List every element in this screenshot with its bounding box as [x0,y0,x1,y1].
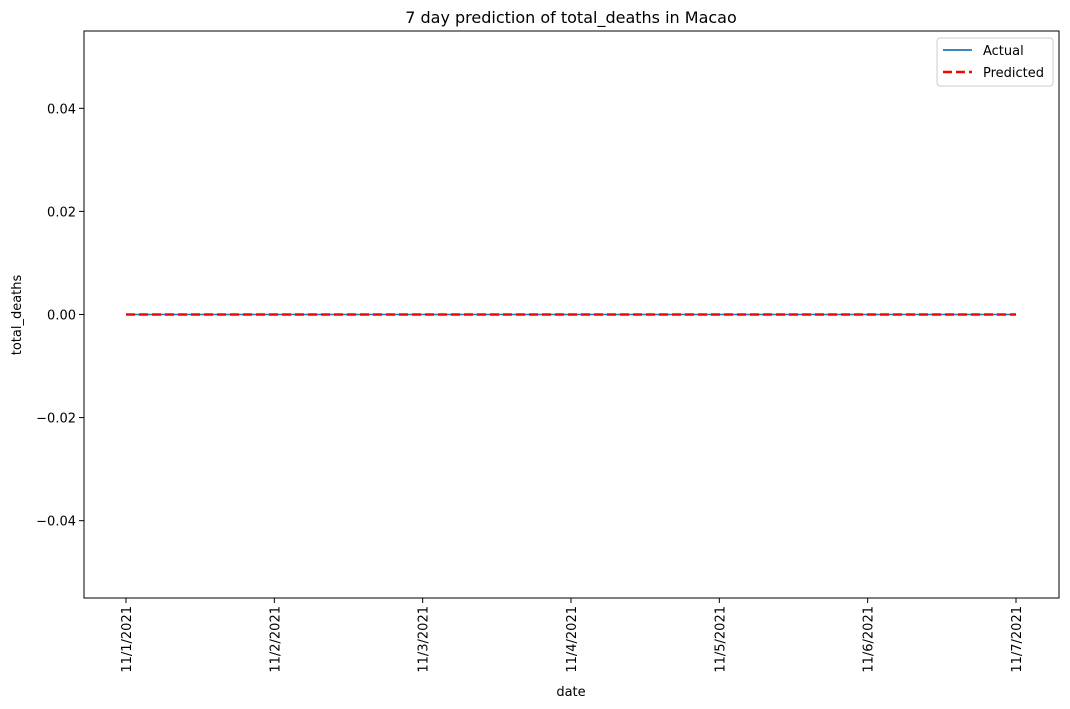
x-tick-label: 11/5/2021 [713,606,728,673]
x-tick-label: 11/7/2021 [1010,606,1025,673]
legend-predicted-label: Predicted [983,66,1044,81]
x-tick-label: 11/6/2021 [862,606,877,673]
y-tick-label: −0.02 [36,412,76,427]
legend-actual-label: Actual [983,44,1024,59]
y-tick-label: 0.04 [47,102,76,117]
chart-title: 7 day prediction of total_deaths in Maca… [405,8,737,28]
y-tick-label: −0.04 [36,515,76,530]
y-axis-label: total_deaths [10,275,25,356]
x-tick-label: 11/3/2021 [417,606,432,673]
y-axis: 0.04 0.02 0.00 −0.02 −0.04 [36,102,84,530]
y-tick-label: 0.00 [47,309,76,324]
legend: Actual Predicted [936,37,1054,87]
x-tick-label: 11/2/2021 [268,606,283,673]
x-tick-label: 11/1/2021 [120,606,135,673]
x-axis-label: date [556,685,585,700]
x-axis: 11/1/2021 11/2/2021 11/3/2021 11/4/2021 11/5… [120,598,1025,673]
x-tick-label: 11/4/2021 [565,606,580,673]
y-tick-label: 0.02 [47,205,76,220]
